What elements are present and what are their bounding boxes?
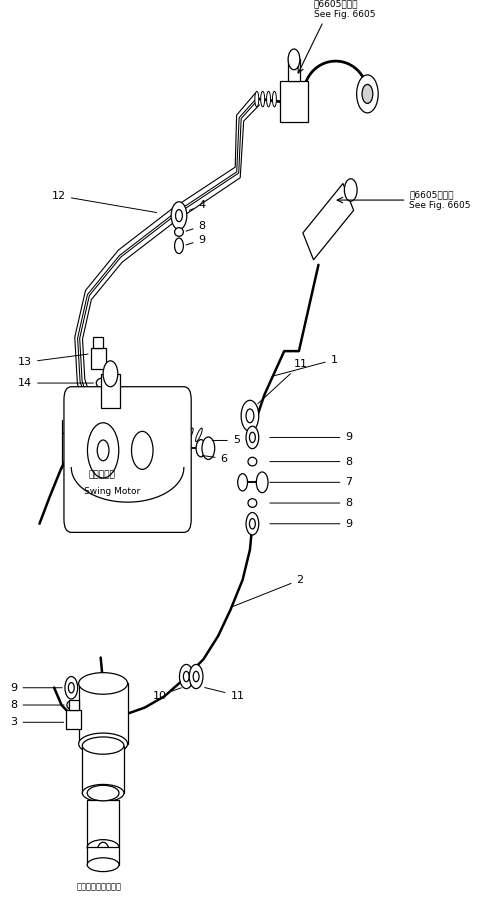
Ellipse shape bbox=[187, 428, 193, 442]
Text: 9: 9 bbox=[270, 432, 352, 443]
Ellipse shape bbox=[87, 858, 119, 871]
Ellipse shape bbox=[67, 701, 76, 709]
Text: 第6605図参照
See Fig. 6605: 第6605図参照 See Fig. 6605 bbox=[409, 190, 471, 210]
Ellipse shape bbox=[87, 840, 119, 855]
Text: 4: 4 bbox=[190, 200, 206, 210]
Ellipse shape bbox=[150, 428, 157, 442]
Circle shape bbox=[132, 431, 153, 469]
Text: スイベルジョイント: スイベルジョイント bbox=[76, 882, 121, 891]
Ellipse shape bbox=[159, 428, 166, 442]
Bar bbox=[288, 60, 300, 81]
Ellipse shape bbox=[175, 227, 183, 236]
Circle shape bbox=[246, 512, 259, 535]
Bar bbox=[87, 848, 119, 865]
Bar bbox=[100, 373, 120, 409]
Circle shape bbox=[65, 676, 78, 699]
Circle shape bbox=[256, 472, 268, 492]
Ellipse shape bbox=[248, 499, 257, 507]
Ellipse shape bbox=[177, 428, 184, 442]
Ellipse shape bbox=[107, 455, 118, 464]
Circle shape bbox=[176, 209, 182, 222]
Circle shape bbox=[88, 423, 119, 478]
Circle shape bbox=[249, 432, 255, 443]
Circle shape bbox=[249, 519, 255, 529]
Text: 8: 8 bbox=[270, 456, 352, 466]
Circle shape bbox=[189, 665, 203, 688]
Bar bbox=[94, 337, 103, 347]
Text: 14: 14 bbox=[18, 378, 94, 388]
Text: 9: 9 bbox=[186, 235, 206, 245]
Circle shape bbox=[196, 439, 206, 456]
Bar bbox=[79, 684, 128, 744]
Text: 12: 12 bbox=[51, 190, 156, 213]
Bar bbox=[91, 347, 105, 369]
Circle shape bbox=[180, 665, 193, 688]
Ellipse shape bbox=[96, 378, 110, 388]
Text: 2: 2 bbox=[233, 575, 303, 606]
Text: 第6605図参照
See Fig. 6605: 第6605図参照 See Fig. 6605 bbox=[313, 0, 375, 19]
Bar bbox=[66, 710, 81, 729]
Text: 11: 11 bbox=[204, 687, 245, 701]
Ellipse shape bbox=[141, 428, 148, 442]
Circle shape bbox=[97, 440, 109, 461]
Ellipse shape bbox=[82, 785, 124, 802]
Text: 8: 8 bbox=[270, 498, 352, 508]
Circle shape bbox=[183, 671, 189, 682]
Circle shape bbox=[345, 179, 357, 201]
Text: 9: 9 bbox=[10, 683, 62, 693]
Ellipse shape bbox=[267, 91, 270, 106]
Circle shape bbox=[103, 361, 118, 387]
Circle shape bbox=[193, 671, 199, 682]
Bar bbox=[280, 81, 308, 123]
Circle shape bbox=[288, 49, 300, 69]
Ellipse shape bbox=[79, 733, 128, 755]
Text: 9: 9 bbox=[270, 519, 352, 529]
Ellipse shape bbox=[261, 91, 265, 106]
Text: 5: 5 bbox=[212, 436, 240, 446]
Text: 6: 6 bbox=[202, 454, 228, 464]
Text: 7: 7 bbox=[270, 477, 352, 487]
Text: 3: 3 bbox=[10, 717, 64, 727]
Ellipse shape bbox=[168, 428, 175, 442]
Ellipse shape bbox=[196, 428, 202, 442]
Circle shape bbox=[68, 683, 74, 693]
Ellipse shape bbox=[107, 443, 118, 451]
Ellipse shape bbox=[79, 673, 128, 695]
Circle shape bbox=[97, 842, 109, 865]
Text: 13: 13 bbox=[18, 354, 88, 367]
Text: Swing Motor: Swing Motor bbox=[84, 487, 140, 496]
Circle shape bbox=[175, 238, 183, 253]
Ellipse shape bbox=[255, 91, 259, 106]
Circle shape bbox=[246, 409, 254, 423]
Ellipse shape bbox=[107, 430, 118, 439]
Bar bbox=[87, 800, 119, 848]
Bar bbox=[82, 746, 124, 793]
Text: 8: 8 bbox=[186, 221, 206, 231]
Circle shape bbox=[241, 400, 259, 431]
Text: 1: 1 bbox=[272, 354, 338, 376]
Circle shape bbox=[362, 85, 373, 104]
Ellipse shape bbox=[82, 737, 124, 754]
Text: 10: 10 bbox=[153, 688, 181, 701]
FancyBboxPatch shape bbox=[64, 387, 191, 532]
Ellipse shape bbox=[272, 91, 276, 106]
Ellipse shape bbox=[87, 786, 119, 801]
Circle shape bbox=[202, 437, 215, 459]
Text: 8: 8 bbox=[10, 700, 64, 710]
Bar bbox=[69, 700, 79, 710]
Text: 旋回モータ: 旋回モータ bbox=[89, 470, 115, 479]
Circle shape bbox=[356, 75, 378, 113]
Polygon shape bbox=[303, 183, 353, 260]
Circle shape bbox=[238, 474, 248, 491]
Circle shape bbox=[246, 427, 259, 448]
Ellipse shape bbox=[248, 457, 257, 466]
Circle shape bbox=[171, 202, 187, 229]
Text: 11: 11 bbox=[258, 359, 308, 403]
Ellipse shape bbox=[107, 466, 118, 475]
